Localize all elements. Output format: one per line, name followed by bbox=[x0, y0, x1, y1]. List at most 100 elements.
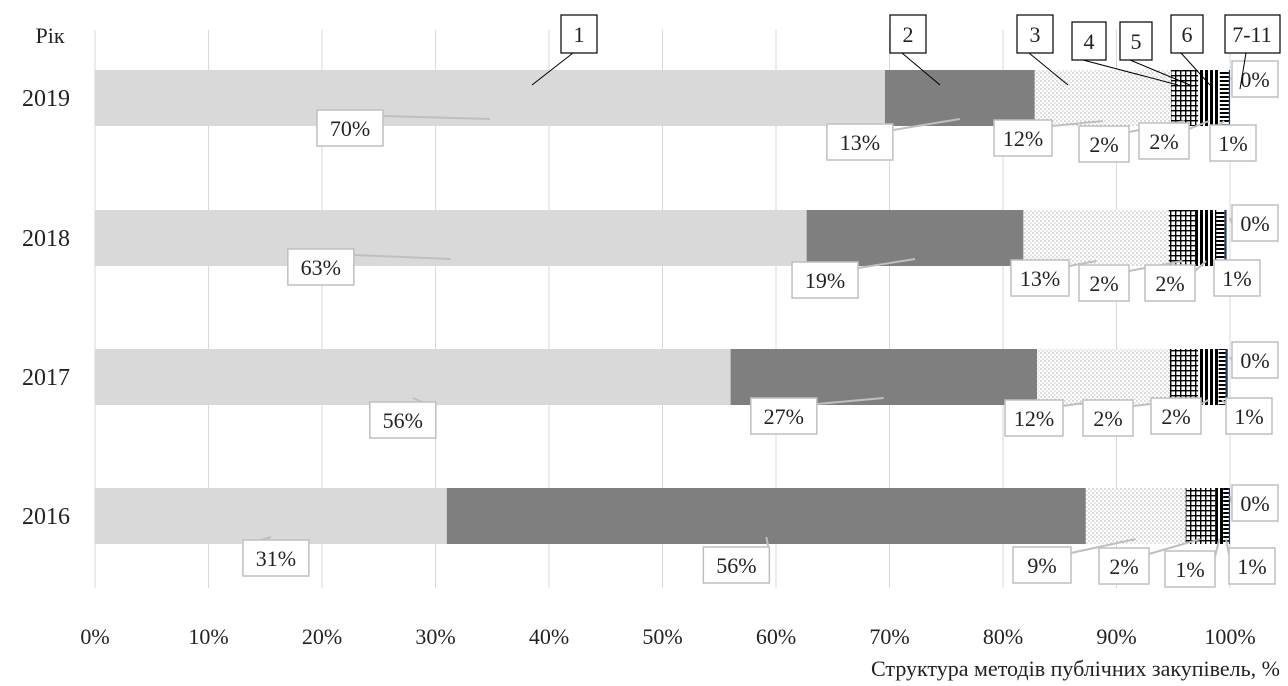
data-label: 13% bbox=[1020, 266, 1060, 291]
bar-segment bbox=[1198, 349, 1219, 405]
data-label-box bbox=[242, 539, 310, 577]
axes: 0% 10% 20% 30% 40% 50% 60% 70% 80% 90% 100% 2019 201… bbox=[22, 30, 1256, 649]
data-label: 2% bbox=[1089, 132, 1118, 157]
leader-line bbox=[382, 115, 491, 120]
data-label: 12% bbox=[1003, 126, 1043, 151]
data-label: 63% bbox=[301, 255, 341, 280]
data-label-box bbox=[1098, 547, 1150, 585]
bar-segment bbox=[1085, 488, 1186, 544]
data-label: 27% bbox=[764, 404, 804, 429]
data-label: 0% bbox=[1240, 491, 1269, 516]
x-tick-label: 60% bbox=[756, 624, 796, 649]
data-label: 1% bbox=[1218, 131, 1247, 156]
bar-segment bbox=[1225, 349, 1228, 405]
data-label: 1% bbox=[1222, 266, 1251, 291]
leader-line bbox=[857, 258, 916, 269]
data-label: 2% bbox=[1109, 554, 1138, 579]
data-label-box bbox=[1150, 397, 1202, 435]
leader-line bbox=[1188, 120, 1210, 130]
x-tick-label: 0% bbox=[80, 624, 109, 649]
bar-segment bbox=[806, 210, 1024, 266]
leader-line bbox=[892, 118, 961, 131]
x-tick-label: 70% bbox=[869, 624, 909, 649]
data-label: 19% bbox=[805, 268, 845, 293]
y-tick-label: 2017 bbox=[22, 365, 70, 391]
data-label-box bbox=[1010, 259, 1070, 297]
data-label-box bbox=[1082, 399, 1134, 437]
series-marker-label: 3 bbox=[1030, 22, 1041, 47]
data-label: 12% bbox=[1014, 406, 1054, 431]
data-label-box bbox=[369, 401, 437, 439]
series-marker-line bbox=[1082, 59, 1179, 86]
leader-line bbox=[816, 397, 884, 405]
series-marker-box bbox=[889, 14, 927, 54]
data-label-box bbox=[1209, 124, 1257, 162]
x-tick-label: 90% bbox=[1096, 624, 1136, 649]
x-tick-label: 30% bbox=[415, 624, 455, 649]
series-markers: 1 2 3 4 5 6 7-11 bbox=[531, 14, 1281, 90]
bar-segment bbox=[884, 70, 1035, 126]
bar-segment bbox=[1228, 488, 1230, 544]
series-marker-label: 6 bbox=[1182, 22, 1193, 47]
bar-segment bbox=[1023, 210, 1169, 266]
data-label-box bbox=[1231, 60, 1279, 98]
data-label: 1% bbox=[1234, 404, 1263, 429]
data-label-box bbox=[1078, 264, 1130, 302]
data-label-box bbox=[1012, 546, 1072, 584]
y-tick-label: 2019 bbox=[22, 86, 70, 112]
data-label: 0% bbox=[1240, 67, 1269, 92]
data-label-box bbox=[750, 397, 818, 435]
data-label-box bbox=[1213, 259, 1261, 297]
series-marker-label: 2 bbox=[903, 22, 914, 47]
series-marker-line bbox=[1028, 52, 1069, 86]
data-label-box bbox=[1138, 122, 1190, 160]
bar-segment bbox=[95, 488, 447, 544]
bar-segment bbox=[1223, 488, 1229, 544]
series-marker-box bbox=[1170, 14, 1204, 54]
data-label: 13% bbox=[840, 130, 880, 155]
leader-line bbox=[1051, 120, 1103, 127]
x-axis-title: Структура методів публічних закупівель, … bbox=[871, 656, 1280, 681]
data-label: 1% bbox=[1237, 554, 1266, 579]
bar-segment bbox=[1169, 349, 1199, 405]
data-label-box bbox=[1164, 550, 1216, 588]
series-marker-label: 5 bbox=[1131, 29, 1142, 54]
data-label-box bbox=[702, 546, 771, 584]
bar-segment bbox=[1215, 488, 1224, 544]
data-label-box bbox=[791, 261, 859, 299]
data-label-box bbox=[1228, 547, 1276, 585]
data-label: 0% bbox=[1240, 211, 1269, 236]
data-label: 56% bbox=[383, 408, 423, 433]
bar-segment bbox=[1216, 210, 1225, 266]
bar-segment bbox=[1218, 349, 1226, 405]
series-marker-line bbox=[1239, 52, 1247, 90]
x-tick-label: 20% bbox=[302, 624, 342, 649]
bar-segment bbox=[446, 488, 1086, 544]
data-label-box bbox=[1231, 484, 1279, 522]
leader-line bbox=[1194, 260, 1207, 272]
data-label: 56% bbox=[716, 553, 756, 578]
series-marker-line bbox=[1180, 52, 1211, 86]
series-marker-label: 7-11 bbox=[1232, 22, 1272, 47]
data-label: 1% bbox=[1175, 557, 1204, 582]
y-tick-label: 2018 bbox=[22, 226, 70, 252]
x-tick-label: 10% bbox=[188, 624, 228, 649]
bar-segment bbox=[1228, 70, 1230, 126]
bar-segment bbox=[95, 70, 885, 126]
bars bbox=[95, 70, 1230, 544]
bar-segment bbox=[1198, 70, 1220, 126]
series-marker-box bbox=[1224, 14, 1281, 54]
data-label-box bbox=[1231, 341, 1279, 379]
data-label: 2% bbox=[1161, 404, 1190, 429]
data-label: 9% bbox=[1027, 553, 1056, 578]
data-label-box bbox=[1004, 399, 1064, 437]
leader-line bbox=[1068, 260, 1097, 267]
data-label-box bbox=[287, 248, 355, 286]
data-label-box bbox=[1078, 125, 1130, 163]
x-tick-label: 50% bbox=[642, 624, 682, 649]
bar-segment bbox=[1037, 349, 1170, 405]
data-label: 31% bbox=[256, 546, 296, 571]
series-marker-label: 4 bbox=[1084, 29, 1095, 54]
series-marker-box bbox=[1016, 14, 1054, 54]
x-tick-label: 100% bbox=[1204, 624, 1255, 649]
